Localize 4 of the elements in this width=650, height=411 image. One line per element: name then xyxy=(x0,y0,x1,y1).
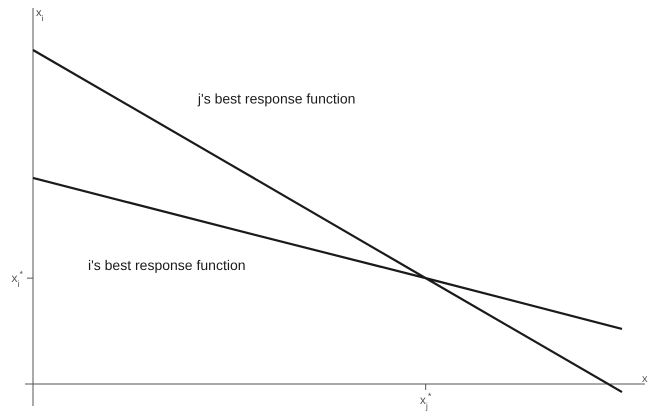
text: j's best response function xyxy=(196,90,356,107)
x-axis-title: x xyxy=(642,373,648,385)
series-label: i's best response function xyxy=(88,257,246,274)
y-axis-title: x$_{i}$ xyxy=(36,7,44,22)
